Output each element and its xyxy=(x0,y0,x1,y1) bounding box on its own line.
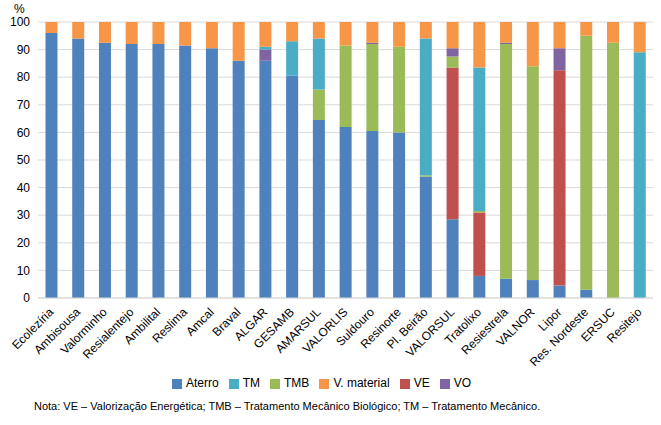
svg-text:60: 60 xyxy=(17,126,31,140)
svg-text:90: 90 xyxy=(17,43,31,57)
svg-text:Tratolixo: Tratolixo xyxy=(442,305,485,348)
html-text:V. material: V. material xyxy=(333,376,390,390)
svg-text:80: 80 xyxy=(17,70,31,84)
svg-text:Resiestrela: Resiestrela xyxy=(458,305,511,358)
svg-text:Res. Nordeste: Res. Nordeste xyxy=(527,305,592,370)
svg-text:0: 0 xyxy=(23,291,30,305)
svg-text:Amcal: Amcal xyxy=(183,305,216,338)
svg-text:Reslima: Reslima xyxy=(149,305,190,346)
svg-text:30: 30 xyxy=(17,208,31,222)
svg-text:Valorminho: Valorminho xyxy=(57,305,110,358)
svg-text:VALORSUL: VALORSUL xyxy=(402,305,458,360)
html-text:TMB: TMB xyxy=(284,376,310,390)
svg-text:VALORLIS: VALORLIS xyxy=(299,305,351,356)
svg-text:Lipor: Lipor xyxy=(535,305,565,334)
svg-text:Ambilital: Ambilital xyxy=(121,305,164,347)
svg-text:Pl. Beirão: Pl. Beirão xyxy=(384,305,431,352)
svg-text:Suldouro: Suldouro xyxy=(333,305,378,349)
html-text:Nota: VE – Valorização Energét: Nota: VE – Valorização Energética; TMB –… xyxy=(34,400,541,412)
svg-text:50: 50 xyxy=(17,153,31,167)
svg-text:70: 70 xyxy=(17,98,31,112)
html-text:VO: VO xyxy=(453,376,471,390)
svg-text:ERSUC: ERSUC xyxy=(578,305,618,345)
svg-text:20: 20 xyxy=(17,236,31,250)
svg-text:Resitejo: Resitejo xyxy=(604,305,645,346)
svg-text:Resinorte: Resinorte xyxy=(357,305,404,352)
svg-text:Resialentejo: Resialentejo xyxy=(79,305,137,362)
svg-text:ALGAR: ALGAR xyxy=(231,305,271,344)
svg-text:Ambisousa: Ambisousa xyxy=(31,305,84,357)
html-text:Aterro: Aterro xyxy=(186,376,219,390)
svg-text:100: 100 xyxy=(10,15,30,29)
svg-text:VALNOR: VALNOR xyxy=(493,305,537,349)
svg-text:GESAMB: GESAMB xyxy=(250,305,297,352)
svg-text:Braval: Braval xyxy=(209,305,244,339)
svg-text:Ecolezíria: Ecolezíria xyxy=(9,305,57,353)
svg-text:AMARSUL: AMARSUL xyxy=(272,305,324,356)
html-text:TM: TM xyxy=(242,376,260,390)
svg-text:10: 10 xyxy=(17,264,31,278)
svg-text:40: 40 xyxy=(17,181,31,195)
html-text:VE: VE xyxy=(413,376,430,390)
